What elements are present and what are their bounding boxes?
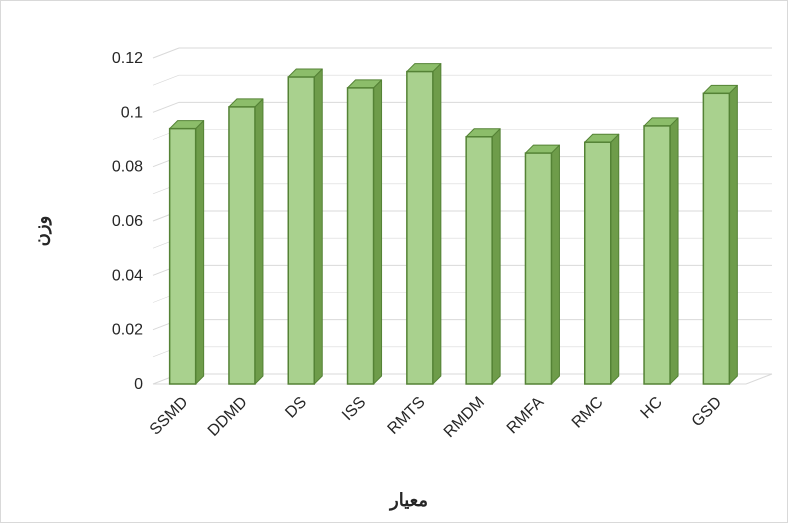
gridline-depth [152,101,180,113]
bar-front-face [584,141,612,385]
bar-front-face [465,136,493,385]
bar-front-face [287,76,315,385]
y-tick-label: 0.12 [112,50,143,67]
bar-side-face [373,79,383,385]
bar-front-face [406,70,434,385]
bar [287,68,323,385]
y-axis-tick-labels: 0 0.02 0.04 0.06 0.08 0.1 0.12 [112,50,143,393]
y-tick-label: 0.06 [112,213,143,230]
bar-front-face [228,106,256,385]
x-tick-label: RMFA [504,394,548,438]
bar-front-face [168,127,197,385]
y-tick-label: 0 [134,376,143,393]
x-tick-label: GSD [689,394,726,431]
bar-front-face [524,152,553,385]
bar [524,144,560,385]
bar [406,63,442,385]
bar-side-face [491,128,501,385]
y-tick-label: 0.08 [112,159,143,176]
y-tick-label: 0.1 [121,104,143,121]
bar [168,120,205,385]
bar-side-face [195,120,205,385]
bar-side-face [432,63,442,385]
y-axis-title: وزن [31,216,52,247]
gridline-depth [152,47,180,59]
bar-side-face [610,133,620,385]
x-axis-title: معیار [388,490,428,511]
x-tick-label: DS [282,394,310,422]
bar [465,128,501,385]
x-tick-label: RMC [569,394,607,432]
bar [702,84,738,385]
x-tick-label: RMDM [441,394,488,441]
bar [228,98,264,385]
x-axis-category-labels: SSMD DDMD DS ISS RMTS RMDM RMFA RMC HC GSD [147,394,725,441]
x-tick-label: ISS [339,394,369,424]
bar-front-face [346,87,375,385]
bar-side-face [728,84,738,385]
x-tick-label: SSMD [147,394,192,439]
bar [643,117,679,385]
x-tick-label: HC [638,394,666,422]
bar-side-face [669,117,679,385]
bar [346,79,383,385]
bar-side-face [550,144,560,385]
bar-side-face [313,68,323,385]
gridline-depth [152,74,180,86]
bar-side-face [254,98,264,385]
bar-front-face [702,92,731,385]
y-tick-label: 0.02 [112,322,143,339]
y-tick-label: 0.04 [112,267,143,284]
bar-front-face [643,125,671,385]
bar [584,133,620,385]
bars [168,63,738,385]
x-tick-label: DDMD [205,394,251,440]
floor-edge [745,373,773,385]
x-tick-label: RMTS [385,394,429,438]
